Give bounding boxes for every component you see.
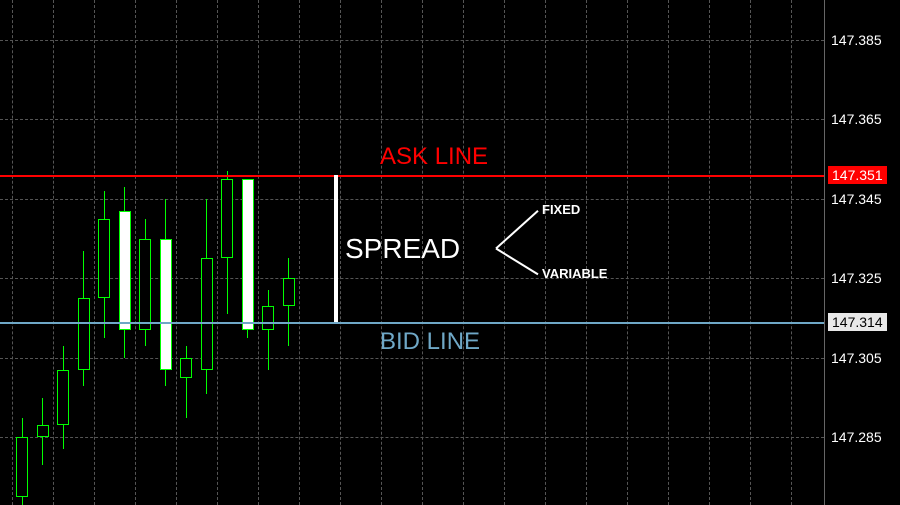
spread-bracket-bar [334,175,338,322]
candle-body [160,239,172,370]
spread-label: SPREAD [345,233,460,265]
y-tick-label: 147.285 [831,429,882,445]
candle-body [201,258,213,369]
spread-fixed-label: FIXED [542,202,580,217]
candle-body [16,437,28,497]
vgrid-line [12,0,13,505]
vgrid-line [709,0,710,505]
hgrid-line [0,119,824,120]
vgrid-line [750,0,751,505]
vgrid-line [217,0,218,505]
candle-body [119,211,131,330]
y-axis: 147.385 147.365 147.345 147.325 147.305 147.2… [825,0,900,505]
y-tick-label: 147.305 [831,350,882,366]
vgrid-line [791,0,792,505]
vgrid-line [53,0,54,505]
candle-body [57,370,69,426]
hgrid-line [0,437,824,438]
bid-line [0,322,824,324]
hgrid-line [0,358,824,359]
vgrid-line [258,0,259,505]
vgrid-line [627,0,628,505]
vgrid-line [176,0,177,505]
candle-body [98,219,110,299]
bid-price-tag: 147.314 [828,313,887,331]
vgrid-line [340,0,341,505]
y-tick-label: 147.345 [831,191,882,207]
vgrid-line [463,0,464,505]
bid-line-label: BID LINE [380,328,480,356]
candle-wick [186,346,187,418]
vgrid-line [545,0,546,505]
hgrid-line [0,40,824,41]
y-tick-label: 147.385 [831,32,882,48]
candle-body [262,306,274,330]
vgrid-line [668,0,669,505]
y-tick-label: 147.365 [831,111,882,127]
vgrid-line [299,0,300,505]
plot-area: ASK LINE BID LINE SPREAD FIXED VARIABLE [0,0,825,505]
ask-line [0,175,824,177]
candle-body [242,179,254,330]
vgrid-line [94,0,95,505]
spread-variable-label: VARIABLE [542,266,607,281]
ask-price-tag: 147.351 [828,166,887,184]
candle-body [78,298,90,370]
candle-body [37,425,49,437]
candle-body [180,358,192,378]
candle-wick [268,290,269,370]
vgrid-line [586,0,587,505]
vgrid-line [504,0,505,505]
candle-body [139,239,151,330]
ask-line-label: ASK LINE [380,143,488,171]
candle-body [221,179,233,259]
y-tick-label: 147.325 [831,270,882,286]
forex-spread-chart: ASK LINE BID LINE SPREAD FIXED VARIABLE 147.… [0,0,900,505]
candle-body [283,278,295,306]
vgrid-line [135,0,136,505]
